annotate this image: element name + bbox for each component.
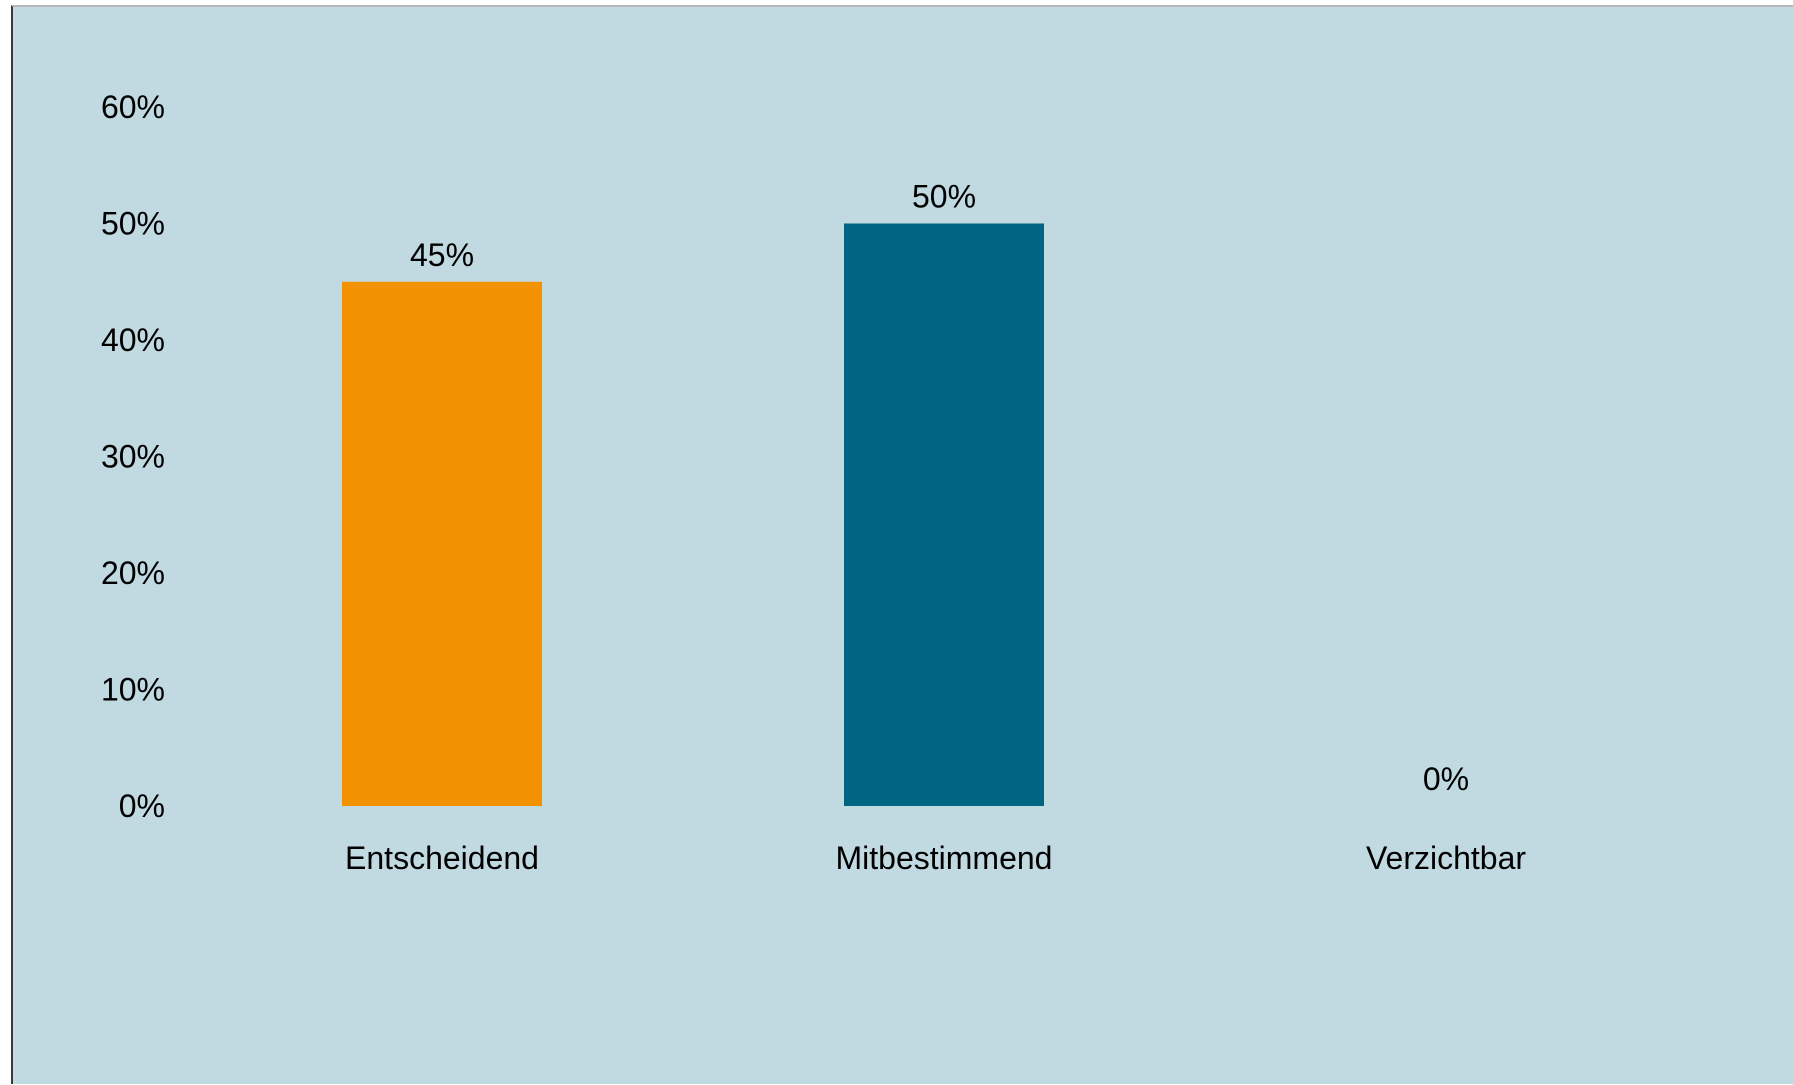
y-tick-label: 0% xyxy=(119,788,165,824)
data-labels: 45% 50% 0% xyxy=(410,179,1469,798)
category-label-mitbestimmend: Mitbestimmend xyxy=(836,840,1053,876)
category-labels: Entscheidend Mitbestimmend Verzichtbar xyxy=(345,840,1526,876)
y-tick-label: 10% xyxy=(101,672,165,708)
category-label-entscheidend: Entscheidend xyxy=(345,840,539,876)
bar-mitbestimmend xyxy=(844,223,1044,806)
y-tick-label: 20% xyxy=(101,555,165,591)
data-label-mitbestimmend: 50% xyxy=(912,179,976,215)
y-axis-tick-labels: 0% 10% 20% 30% 40% 50% 60% xyxy=(101,89,165,824)
bar-entscheidend xyxy=(342,281,542,806)
bars xyxy=(342,223,1044,806)
category-label-verzichtbar: Verzichtbar xyxy=(1366,840,1526,876)
y-tick-label: 40% xyxy=(101,322,165,358)
data-label-entscheidend: 45% xyxy=(410,237,474,273)
y-tick-label: 30% xyxy=(101,439,165,475)
bar-chart: 0% 10% 20% 30% 40% 50% 60% 45% 50% 0% Entscheide… xyxy=(101,89,1526,876)
chart-panel: 0% 10% 20% 30% 40% 50% 60% 45% 50% 0% Entscheide… xyxy=(11,5,1793,1084)
y-tick-label: 50% xyxy=(101,206,165,242)
data-label-verzichtbar: 0% xyxy=(1423,761,1469,797)
y-tick-label: 60% xyxy=(101,89,165,125)
